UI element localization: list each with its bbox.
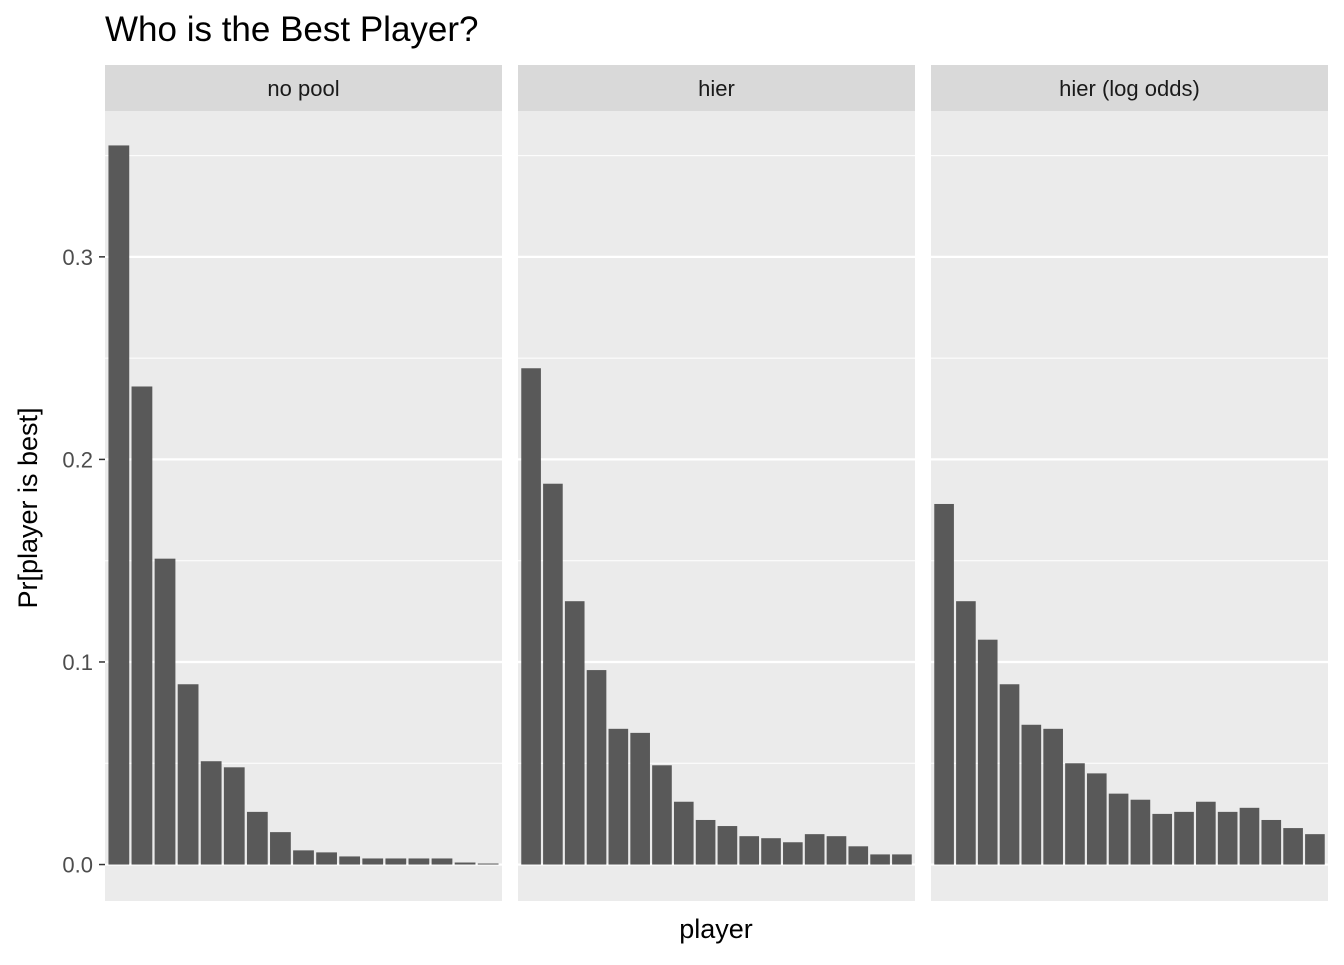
bar: [630, 732, 650, 865]
bar: [1130, 799, 1151, 865]
bar: [200, 761, 222, 865]
bar: [956, 601, 976, 865]
bar: [1086, 773, 1107, 865]
bar: [431, 858, 453, 865]
facet-strip-label: hier (log odds): [1059, 76, 1200, 101]
bar: [131, 386, 153, 865]
bar: [564, 601, 585, 865]
facet-strip-label: hier: [698, 76, 735, 101]
bar: [543, 483, 563, 865]
bar: [1217, 811, 1238, 865]
bar: [892, 854, 912, 865]
x-axis-label: player: [679, 914, 753, 944]
bar: [652, 765, 672, 865]
bar: [977, 639, 998, 865]
bar: [362, 858, 384, 865]
bar: [1283, 828, 1303, 865]
bar: [108, 145, 130, 865]
bar: [804, 834, 825, 865]
y-tick-label: 0.2: [62, 447, 93, 472]
bar: [1239, 807, 1260, 865]
bar: [316, 852, 337, 865]
facet-panel: hier (log odds): [931, 65, 1328, 901]
bar: [586, 670, 607, 865]
bar: [223, 767, 245, 865]
bar: [293, 850, 314, 865]
facet-strip: [105, 65, 502, 111]
bar: [1305, 834, 1325, 865]
bar: [1043, 728, 1063, 865]
bar: [1021, 724, 1042, 865]
bar: [1065, 763, 1085, 865]
y-tick-label: 0.0: [62, 853, 93, 878]
bar: [739, 836, 760, 865]
bar: [826, 836, 847, 865]
y-axis-label: Pr[player is best]: [13, 407, 43, 608]
y-tick-label: 0.3: [62, 245, 93, 270]
y-tick-label: 0.1: [62, 650, 93, 675]
bar: [408, 858, 430, 865]
facet-panel: hier: [518, 65, 915, 901]
bar: [695, 819, 716, 865]
bar: [848, 846, 869, 865]
bar: [339, 856, 361, 865]
bar: [385, 858, 407, 865]
bar: [454, 862, 476, 865]
bar: [934, 503, 954, 865]
facet-strip: [518, 65, 915, 111]
bar: [477, 863, 499, 865]
bar: [521, 368, 541, 865]
facet-strip: [931, 65, 1328, 111]
facet-panel: no pool: [105, 65, 502, 901]
bar: [154, 558, 176, 865]
facet-strip-label: no pool: [267, 76, 339, 101]
bar: [783, 842, 803, 865]
y-axis: 0.0 0.1 0.2 0.3: [62, 245, 105, 878]
bar: [177, 684, 199, 865]
bar: [673, 801, 694, 865]
bar: [1261, 819, 1282, 865]
bar: [717, 826, 738, 865]
bar: [870, 854, 890, 865]
bar: [1152, 813, 1173, 865]
facet-panels: no pool hier hier (log odds): [105, 65, 1328, 901]
bar: [761, 838, 781, 865]
bar: [1108, 793, 1129, 865]
bar: [270, 832, 291, 865]
chart-title: Who is the Best Player?: [105, 10, 479, 49]
bar: [1196, 801, 1216, 865]
bar: [246, 811, 268, 865]
bar: [608, 728, 629, 865]
bar: [999, 684, 1020, 865]
bar: [1174, 811, 1194, 865]
